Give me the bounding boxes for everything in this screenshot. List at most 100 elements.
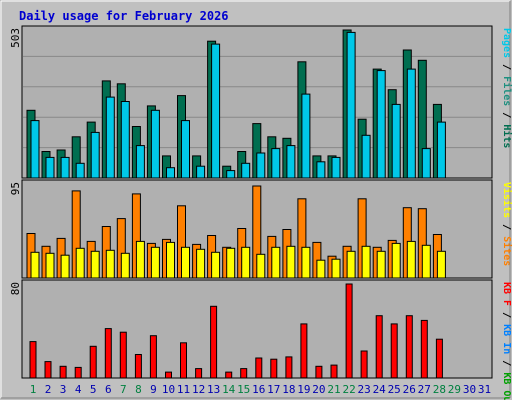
bar-kb-f-day-9: [149, 335, 157, 379]
bar-visits-day-12: [196, 248, 206, 279]
day-label-31: 31: [478, 383, 491, 396]
bar-visits-day-13: [211, 251, 221, 279]
bar-kb-f-day-26: [405, 315, 413, 379]
bar-visits-day-26: [406, 240, 416, 279]
day-label-1: 1: [30, 383, 37, 396]
bar-kb-f-day-7: [119, 331, 127, 379]
legend-separator: /: [501, 306, 512, 324]
legend-separator: /: [501, 354, 512, 372]
x-axis-day-labels: 1 2 3 4 5 6 7 8 9 10 11 12 13 14 15 16 17 18 19 20 21 22 23 24 2…: [30, 383, 491, 396]
bar-pages-day-19: [301, 93, 311, 179]
bar-visits-day-17: [271, 246, 281, 279]
chart-title: Daily usage for February 2026: [19, 9, 229, 23]
bar-pages-day-23: [361, 134, 371, 179]
day-label-26: 26: [403, 383, 416, 396]
bar-kb-f-day-19: [300, 323, 308, 379]
panel-hits-max-label: 503: [9, 28, 22, 48]
bar-kb-f-day-24: [375, 315, 383, 379]
bar-kb-f-day-8: [134, 354, 142, 379]
day-label-4: 4: [75, 383, 82, 396]
bar-pages-day-15: [241, 162, 251, 179]
bar-kb-f-day-22: [345, 283, 353, 379]
bar-pages-day-16: [256, 152, 266, 179]
day-label-25: 25: [388, 383, 401, 396]
bar-kb-f-day-1: [29, 341, 37, 379]
day-label-7: 7: [120, 383, 127, 396]
bar-pages-day-26: [406, 68, 416, 179]
legend-files: Files: [501, 76, 512, 106]
bar-visits-day-15: [241, 246, 251, 279]
bar-visits-day-21: [331, 258, 341, 279]
bar-pages-day-28: [436, 121, 446, 179]
day-label-19: 19: [297, 383, 310, 396]
day-label-9: 9: [150, 383, 157, 396]
bar-kb-f-day-10: [165, 371, 172, 379]
panel-hits-legend: Pages / Files / Hits: [501, 28, 512, 148]
bar-kb-f-day-15: [240, 368, 248, 379]
bar-visits-day-20: [316, 259, 326, 279]
bar-visits-day-1: [30, 251, 40, 279]
bar-visits-day-3: [60, 254, 70, 279]
bar-kb-f-day-3: [59, 365, 67, 379]
day-label-15: 15: [237, 383, 250, 396]
bar-kb-f-day-25: [390, 323, 398, 379]
bar-visits-day-2: [45, 252, 55, 279]
day-label-8: 8: [135, 383, 142, 396]
bar-pages-day-13: [211, 43, 221, 179]
bar-visits-day-11: [181, 246, 190, 279]
bar-kb-f-day-13: [210, 305, 218, 379]
day-label-18: 18: [282, 383, 295, 396]
day-label-22: 22: [342, 383, 355, 396]
bar-pages-day-25: [391, 103, 401, 179]
panel-kbytes: 80 KB F / KB In / KB Out: [9, 279, 512, 400]
bar-kb-f-day-21: [330, 364, 338, 379]
bar-visits-day-24: [376, 250, 386, 279]
legend-kb-in: KB In: [501, 324, 512, 354]
bar-visits-day-5: [90, 250, 100, 279]
bar-kb-f-day-14: [225, 371, 233, 379]
bar-pages-day-8: [135, 145, 145, 179]
day-label-3: 3: [60, 383, 67, 396]
bar-pages-day-7: [120, 101, 130, 179]
day-label-29: 29: [448, 383, 461, 396]
day-label-12: 12: [192, 383, 205, 396]
day-label-11: 11: [177, 383, 190, 396]
bar-visits-day-18: [286, 245, 296, 279]
bar-kb-f-day-20: [315, 365, 323, 379]
bar-kb-f-day-23: [360, 350, 368, 379]
bar-pages-day-6: [105, 96, 115, 179]
bar-visits-day-9: [150, 246, 160, 279]
legend-visits: Visits: [501, 182, 512, 218]
panel-visits: 95 Visits / Sites: [9, 179, 512, 279]
day-label-21: 21: [327, 383, 340, 396]
day-label-16: 16: [252, 383, 265, 396]
bar-visits-day-10: [166, 241, 175, 279]
day-label-10: 10: [162, 383, 175, 396]
panel-kbytes-bars: [29, 283, 443, 379]
day-label-30: 30: [463, 383, 476, 396]
bar-pages-day-22: [346, 31, 356, 179]
bar-pages-day-12: [196, 165, 206, 179]
bar-kb-f-day-27: [420, 319, 428, 379]
day-label-6: 6: [105, 383, 112, 396]
bar-kb-f-day-12: [195, 368, 203, 379]
panel-kbytes-max-label: 80: [9, 282, 22, 295]
bar-pages-day-4: [75, 162, 85, 179]
bar-pages-day-21: [331, 156, 341, 179]
bar-pages-day-3: [60, 156, 70, 179]
bar-visits-day-22: [346, 250, 356, 279]
legend-separator: /: [501, 218, 512, 236]
panel-kbytes-legend: KB F / KB In / KB Out: [501, 282, 512, 400]
bar-pages-day-5: [90, 131, 100, 179]
legend-separator: /: [501, 58, 512, 76]
bar-pages-day-1: [30, 120, 40, 179]
bar-visits-day-16: [256, 253, 266, 279]
day-label-2: 2: [45, 383, 52, 396]
legend-kb-f: KB F: [501, 282, 512, 306]
bar-kb-f-day-16: [255, 357, 263, 379]
panel-visits-legend: Visits / Sites: [501, 182, 512, 266]
bar-kb-f-day-18: [285, 356, 293, 379]
bar-pages-day-17: [271, 148, 281, 179]
bar-kb-f-day-17: [270, 358, 278, 379]
